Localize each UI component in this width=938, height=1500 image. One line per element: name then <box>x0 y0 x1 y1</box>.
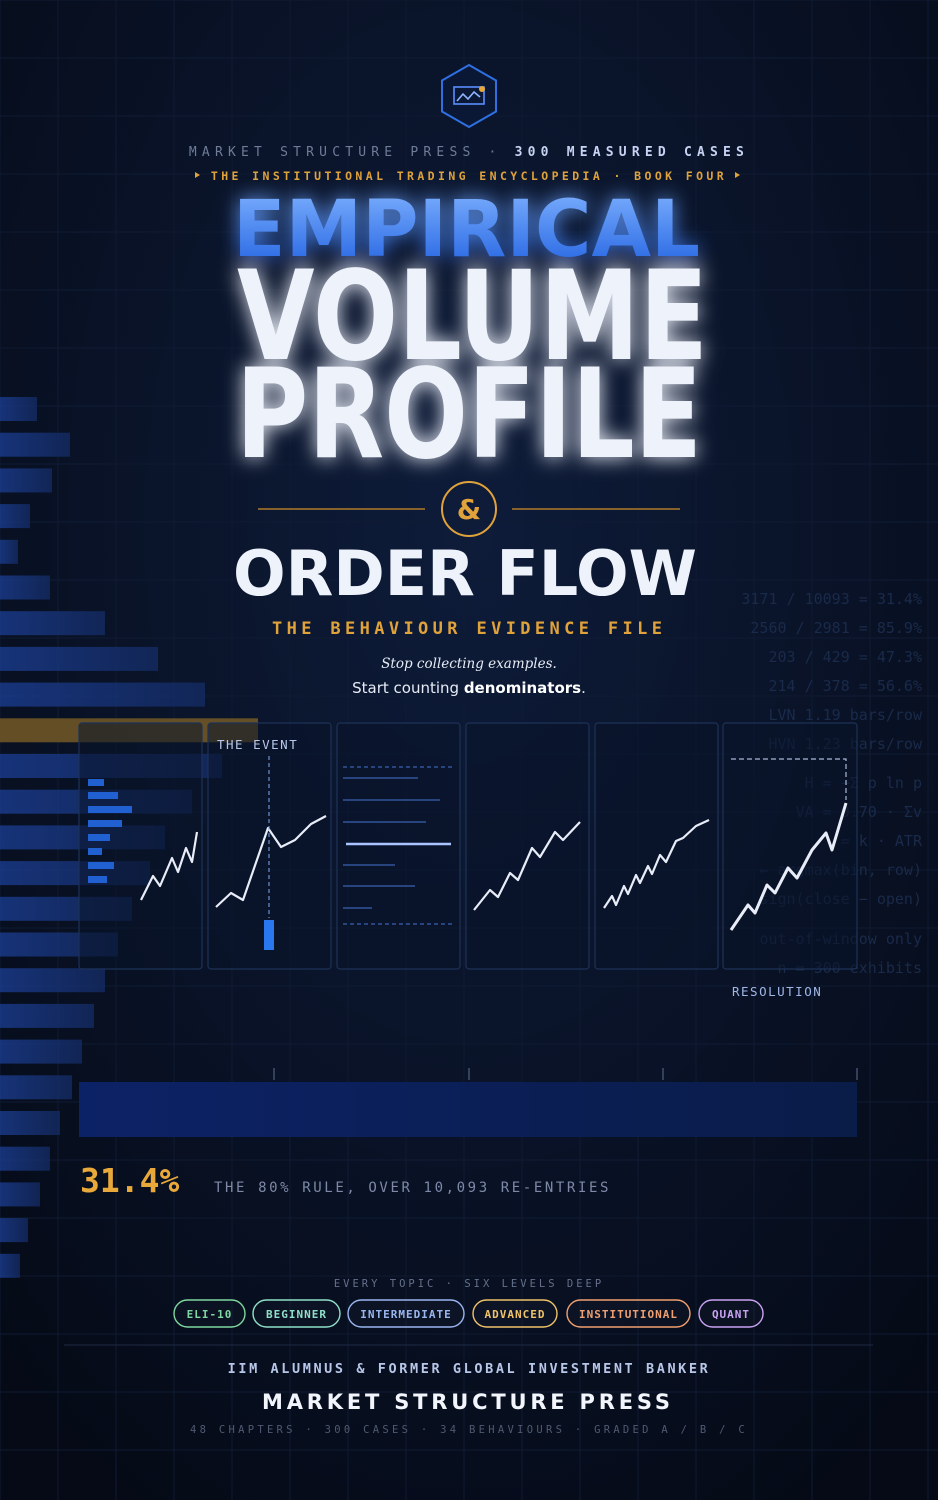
progress-track <box>79 1082 857 1137</box>
event-bar <box>264 920 274 950</box>
tagline-part: Start counting <box>352 679 464 697</box>
formula-note: 3171 / 10093 = 31.4% <box>741 590 922 608</box>
series-line: THE INSTITUTIONAL TRADING ENCYCLOPEDIA ·… <box>211 169 727 183</box>
profile-bar <box>0 432 70 457</box>
subtitle: THE BEHAVIOUR EVIDENCE FILE <box>272 619 662 639</box>
panel <box>336 722 461 970</box>
formula-note: 2560 / 2981 = 85.9% <box>750 619 922 637</box>
header-line: MARKET STRUCTURE PRESS · 300 MEASURED CA… <box>189 145 749 160</box>
progress-label: 31.4% <box>80 1161 179 1200</box>
formula-note: = k · ATR <box>841 832 923 850</box>
tagline-part: . <box>581 679 586 697</box>
ampersand-ring <box>441 481 497 537</box>
profile-bar <box>0 539 18 564</box>
panel-label: THE EVENT <box>217 737 298 752</box>
level-label: INSTITUTIONAL <box>579 1308 678 1321</box>
bullet <box>195 172 200 178</box>
level-pills: ELI-10 BEGINNER INTERMEDIATE ADVANCED INSTIT… <box>173 1299 764 1328</box>
level-label: ADVANCED <box>485 1308 546 1321</box>
panel <box>78 722 203 970</box>
profile-bar <box>0 575 50 600</box>
level-label: INTERMEDIATE <box>360 1308 451 1321</box>
profile-bar <box>0 1039 82 1064</box>
level-pill <box>252 1299 341 1328</box>
progress-ticks <box>273 1068 858 1080</box>
profile-bar <box>0 1111 60 1135</box>
profile-bar <box>0 1075 72 1100</box>
tagline: Stop collecting examples. <box>381 656 557 672</box>
formula-note: 203 / 429 = 47.3% <box>768 648 922 666</box>
level-pill <box>472 1299 558 1328</box>
title-line: ORDER FLOW <box>233 537 697 610</box>
levels-heading: EVERY TOPIC · SIX LEVELS DEEP <box>334 1278 604 1290</box>
panel <box>594 722 719 970</box>
title-line: EMPIRICAL <box>233 185 700 275</box>
series: THE INSTITUTIONAL TRADING ENCYCLOPEDIA <box>211 169 603 183</box>
level-label: ELI-10 <box>187 1308 233 1321</box>
ampersand: & <box>457 493 481 526</box>
footer-publisher: MARKET STRUCTURE PRESS <box>262 1390 670 1414</box>
level-pill <box>347 1299 465 1328</box>
level-pill <box>173 1299 246 1328</box>
formula-note: LVN 1.19 bars/row <box>768 706 922 724</box>
cases: 300 MEASURED CASES <box>515 145 749 160</box>
profile-bar <box>0 682 205 707</box>
profile-bar <box>0 397 37 421</box>
panel <box>465 722 590 970</box>
profile-bar <box>0 1218 28 1243</box>
title-line: PROFILE <box>236 343 702 487</box>
progress-caption: THE 80% RULE, OVER 10,093 RE-ENTRIES <box>214 1180 611 1196</box>
panel-label: RESOLUTION <box>732 984 822 999</box>
profile-bar <box>0 1146 50 1171</box>
bullet <box>735 172 740 178</box>
profile-bar <box>0 968 105 993</box>
formula-note: 214 / 378 = 56.6% <box>768 677 922 695</box>
tagline: Start counting denominators. <box>352 679 586 697</box>
profile-bar <box>0 504 30 529</box>
profile-bar <box>0 611 105 636</box>
tagline-emphasis: denominators <box>464 679 581 697</box>
level-label: BEGINNER <box>266 1308 327 1321</box>
separator: · <box>489 145 502 160</box>
profile-bar <box>0 1253 20 1278</box>
profile-bar <box>0 468 52 493</box>
panel <box>207 722 332 970</box>
author-line: IIM ALUMNUS & FORMER GLOBAL INVESTMENT B… <box>228 1361 711 1377</box>
profile-bar <box>0 1182 40 1207</box>
publisher: MARKET STRUCTURE PRESS <box>189 145 476 160</box>
level-label: QUANT <box>712 1308 750 1321</box>
profile-bar <box>0 646 158 671</box>
title-line: VOLUME <box>237 245 708 389</box>
panel <box>722 722 858 970</box>
footer-stats: 48 CHAPTERS · 300 CASES · 34 BEHAVIOURS … <box>190 1424 748 1436</box>
level-pill <box>566 1299 691 1328</box>
chart-panels: THE EVENT RESOLUTION <box>78 722 858 999</box>
mini-profile <box>88 779 132 883</box>
level-pill <box>698 1299 764 1328</box>
title: EMPIRICAL VOLUME PROFILE <box>233 185 708 487</box>
separator: · <box>614 169 624 183</box>
target-line <box>731 758 847 800</box>
logo <box>441 63 497 129</box>
book: BOOK FOUR <box>634 169 727 183</box>
profile-bar <box>0 1003 94 1028</box>
